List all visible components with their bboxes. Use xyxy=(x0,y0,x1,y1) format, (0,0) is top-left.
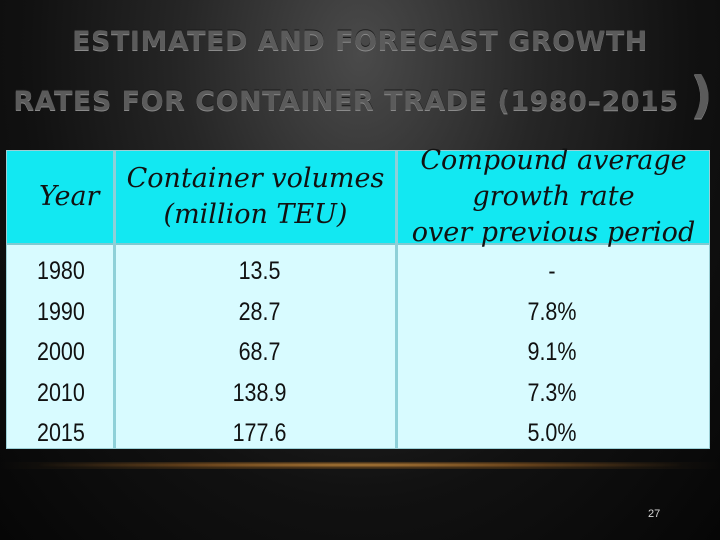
year-cell: 1980 xyxy=(37,257,85,285)
volume-cell: 28.7 xyxy=(238,297,281,326)
rate-cell: - xyxy=(548,257,556,285)
decorative-glow-line xyxy=(40,463,680,467)
volume-cell: 68.7 xyxy=(238,338,281,366)
slide-title-line-2: RATES FOR CONTAINER TRADE (1980–2015 xyxy=(13,86,679,117)
header-rate-line-1: Compound average growth rate xyxy=(420,145,687,212)
header-rate-line-2: over previous period xyxy=(411,217,696,248)
year-column: 1980 1990 2000 2010 2015 xyxy=(37,251,127,454)
growth-rate-column: - 7.8% 9.1% 7.3% 5.0% xyxy=(397,251,707,454)
slide-title-line-1: ESTIMATED AND FORECAST GROWTH xyxy=(72,26,648,57)
year-cell: 2015 xyxy=(37,419,85,447)
slide-title-closing-paren: ) xyxy=(690,66,713,124)
header-volumes-line-1: Container volumes xyxy=(126,163,385,194)
page-number: 27 xyxy=(648,508,661,520)
rate-cell: 7.3% xyxy=(527,378,577,407)
growth-rate-table: Year Container volumes (million TEU) Com… xyxy=(6,145,710,449)
volume-cell: 13.5 xyxy=(238,257,281,285)
year-cell: 1990 xyxy=(37,297,85,326)
year-cell: 2000 xyxy=(37,338,85,366)
header-year-label: Year xyxy=(39,181,100,212)
column-divider xyxy=(395,151,398,448)
header-year: Year xyxy=(7,151,113,243)
volume-column: 13.5 28.7 68.7 138.9 177.6 xyxy=(117,251,402,454)
header-container-volumes: Container volumes (million TEU) xyxy=(116,151,395,243)
rate-cell: 5.0% xyxy=(527,419,577,447)
header-growth-rate: Compound average growth rate over previo… xyxy=(398,145,709,248)
column-divider xyxy=(113,151,116,448)
rate-cell: 7.8% xyxy=(527,297,577,326)
header-volumes-line-2: (million TEU) xyxy=(163,199,348,230)
rate-cell: 9.1% xyxy=(527,338,577,366)
table-header-row xyxy=(7,151,709,245)
volume-cell: 138.9 xyxy=(232,378,287,407)
year-cell: 2010 xyxy=(37,378,85,407)
volume-cell: 177.6 xyxy=(232,419,287,447)
